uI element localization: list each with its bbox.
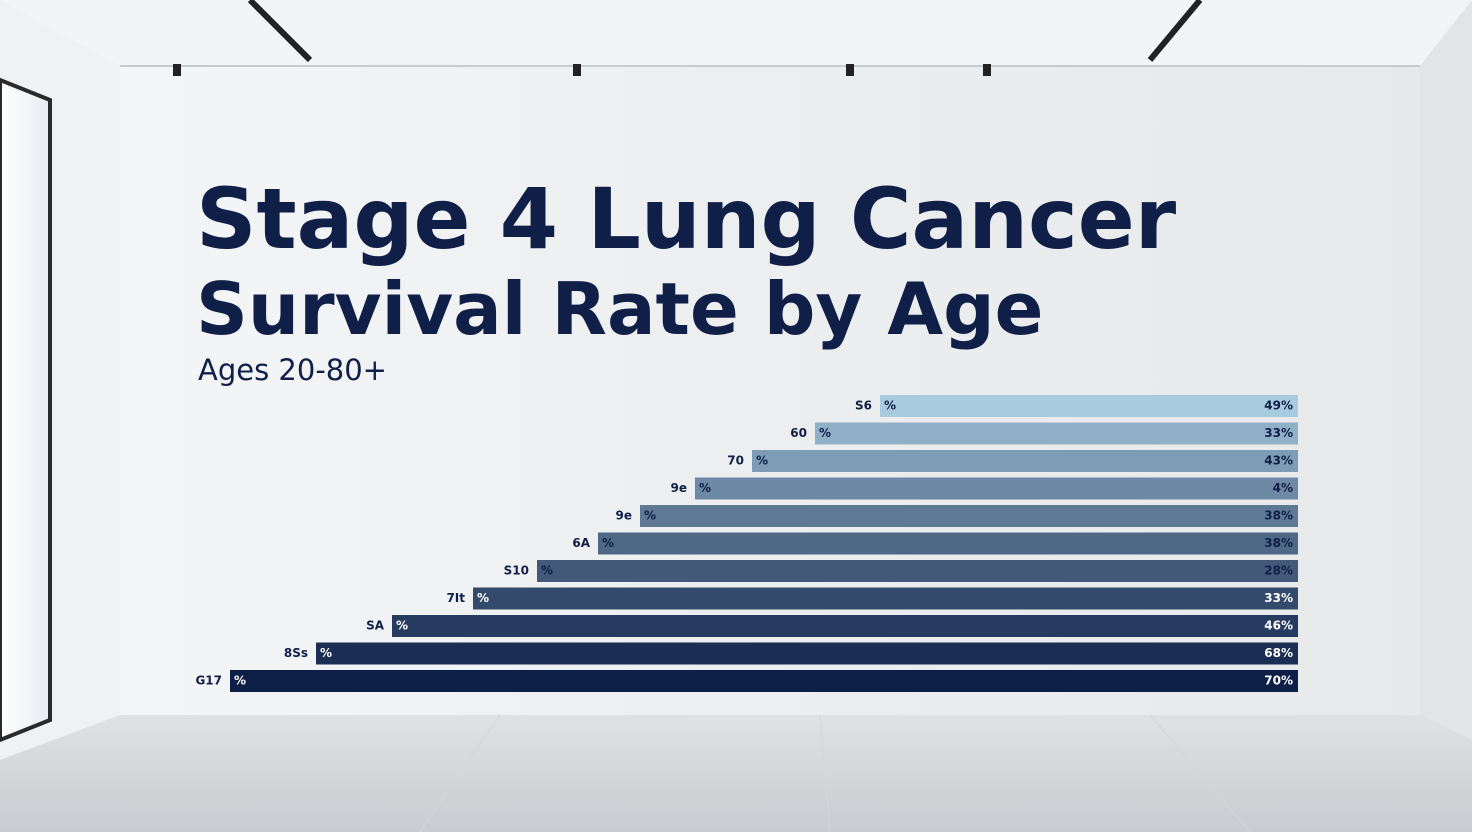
row-label: 9e — [671, 481, 688, 495]
light-track — [247, 0, 313, 63]
row-label: 6A — [572, 536, 590, 550]
row-label: 8Ss — [284, 646, 308, 660]
row-value: 46% — [1264, 619, 1293, 633]
floor — [0, 715, 1472, 832]
row-unit: % — [756, 454, 768, 468]
bar — [473, 587, 1298, 610]
bar — [815, 422, 1298, 445]
bar-rows: S6% 49% 60% 33% 70% 43% 9e% 4% 9e% 38% 6A% 38% S10% 2… — [195, 395, 1298, 692]
row-value: 4% — [1273, 481, 1293, 495]
row-value: 28% — [1264, 564, 1293, 578]
row-label: SA — [366, 619, 385, 633]
row-value: 49% — [1264, 399, 1293, 413]
bar — [752, 450, 1298, 472]
row-label: 7It — [446, 591, 465, 605]
row-unit: % — [541, 564, 553, 578]
subtitle: Ages 20-80+ — [198, 353, 387, 387]
light-track — [1147, 0, 1203, 62]
row-label: G17 — [195, 674, 222, 688]
row-unit: % — [602, 536, 614, 550]
row-unit: % — [699, 481, 711, 495]
row-label: 70 — [727, 454, 744, 468]
row-unit: % — [884, 399, 896, 413]
ceiling-lights — [173, 64, 991, 76]
row-unit: % — [644, 509, 656, 523]
row-label: S6 — [855, 399, 872, 413]
row-unit: % — [320, 646, 332, 660]
row-unit: % — [234, 674, 246, 688]
bar — [598, 532, 1298, 555]
title: Survival Rate by Age — [196, 267, 1043, 351]
row-unit: % — [819, 426, 831, 440]
row-label: 9e — [616, 509, 633, 523]
row-value: 70% — [1264, 674, 1293, 688]
row-value: 38% — [1264, 509, 1293, 523]
right-wall — [1420, 0, 1472, 740]
row-label: S10 — [504, 564, 529, 578]
floor-tiles — [0, 714, 1472, 832]
row-value: 33% — [1264, 591, 1293, 605]
row-value: 33% — [1264, 426, 1293, 440]
bar — [640, 505, 1298, 527]
row-unit: % — [396, 619, 408, 633]
bar — [316, 642, 1298, 665]
ceiling — [0, 0, 1472, 66]
bar — [695, 477, 1298, 500]
bar — [392, 615, 1298, 637]
bar — [537, 560, 1298, 582]
row-value: 68% — [1264, 646, 1293, 660]
row-label: 60 — [790, 426, 807, 440]
window — [0, 77, 52, 743]
bar — [230, 670, 1298, 692]
row-value: 38% — [1264, 536, 1293, 550]
row-value: 43% — [1264, 454, 1293, 468]
row-unit: % — [477, 591, 489, 605]
title: Stage 4 Lung Cancer — [196, 170, 1177, 268]
bar — [880, 395, 1298, 417]
